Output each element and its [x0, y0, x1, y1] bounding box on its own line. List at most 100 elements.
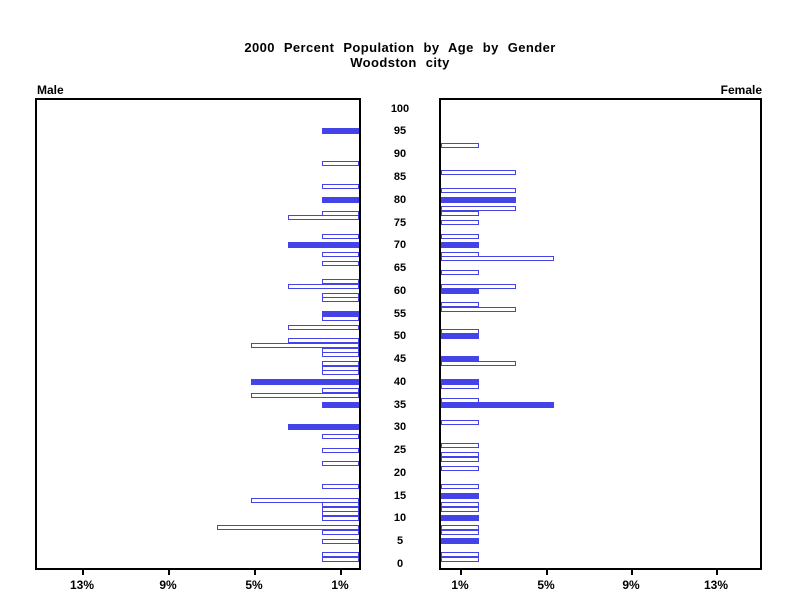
age-label-50: 50	[393, 330, 407, 342]
male-bar-age-95	[322, 128, 359, 134]
male-tick-5	[254, 570, 256, 575]
female-bar-age-26	[441, 443, 479, 448]
male-bar-age-30	[288, 424, 359, 430]
female-bar-age-12	[441, 507, 479, 512]
female-plot-area	[439, 98, 762, 570]
male-bar-age-5	[322, 539, 359, 544]
female-bar-age-92	[441, 143, 479, 148]
male-bar-age-48	[251, 343, 359, 348]
age-label-20: 20	[393, 467, 407, 479]
age-label-75: 75	[393, 217, 407, 229]
age-label-95: 95	[393, 125, 407, 137]
age-label-0: 0	[396, 558, 404, 570]
female-bar-age-50	[441, 333, 479, 339]
male-bar-age-40	[251, 379, 359, 385]
female-bar-age-56	[441, 307, 516, 312]
female-bar-age-77	[441, 211, 479, 216]
male-bar-age-17	[322, 484, 359, 489]
female-tick-label-9: 9%	[622, 578, 640, 592]
male-tick-label-13: 13%	[69, 578, 95, 592]
age-label-55: 55	[393, 308, 407, 320]
age-label-70: 70	[393, 239, 407, 251]
male-bar-age-66	[322, 261, 359, 266]
female-bar-age-82	[441, 188, 516, 193]
male-bar-age-37	[251, 393, 359, 398]
male-bar-age-8	[217, 525, 359, 530]
male-bar-age-52	[288, 325, 359, 330]
male-bar-age-10	[322, 516, 359, 521]
age-label-85: 85	[393, 171, 407, 183]
female-bar-age-60	[441, 288, 479, 294]
age-label-45: 45	[393, 353, 407, 365]
male-bar-age-44	[322, 361, 359, 366]
male-tick-label-1: 1%	[331, 578, 349, 592]
female-bar-age-57	[441, 302, 479, 307]
age-label-80: 80	[393, 194, 407, 206]
male-bar-age-11	[322, 511, 359, 516]
male-tick-13	[82, 570, 84, 575]
male-bar-age-28	[322, 434, 359, 439]
male-bar-age-70	[288, 242, 359, 248]
male-bar-age-7	[322, 530, 359, 535]
female-bar-age-5	[441, 538, 479, 544]
age-label-100: 100	[390, 103, 410, 115]
male-bar-age-46	[322, 352, 359, 357]
female-bar-age-70	[441, 242, 479, 248]
female-tick-label-1: 1%	[451, 578, 469, 592]
male-bar-age-25	[322, 448, 359, 453]
female-bar-age-24	[441, 452, 479, 457]
male-bar-age-42	[322, 370, 359, 375]
male-tick-label-9: 9%	[159, 578, 177, 592]
female-bar-age-78	[441, 206, 516, 211]
male-bar-age-83	[322, 184, 359, 189]
male-bar-age-54	[322, 316, 359, 321]
male-bar-age-58	[322, 297, 359, 302]
female-bar-age-80	[441, 197, 516, 203]
male-bar-age-49	[288, 338, 359, 343]
male-bar-age-13	[322, 502, 359, 507]
female-tick-5	[546, 570, 548, 575]
female-tick-1	[460, 570, 462, 575]
age-label-35: 35	[393, 399, 407, 411]
female-bar-age-23	[441, 457, 479, 462]
age-label-30: 30	[393, 421, 407, 433]
female-bar-age-21	[441, 466, 479, 471]
female-bar-age-64	[441, 270, 479, 275]
male-bar-age-22	[322, 461, 359, 466]
female-bar-age-72	[441, 234, 479, 239]
male-plot-area	[35, 98, 361, 570]
female-bar-age-17	[441, 484, 479, 489]
female-bar-age-75	[441, 220, 479, 225]
age-label-10: 10	[393, 512, 407, 524]
male-bar-age-88	[322, 161, 359, 166]
male-bar-age-38	[322, 388, 359, 393]
female-bar-age-7	[441, 530, 479, 535]
female-bar-age-10	[441, 515, 479, 521]
female-tick-label-5: 5%	[537, 578, 555, 592]
female-bar-age-15	[441, 493, 479, 499]
female-bar-age-39	[441, 384, 479, 389]
female-bar-age-86	[441, 170, 516, 175]
age-label-65: 65	[393, 262, 407, 274]
male-bar-age-68	[322, 252, 359, 257]
female-panel-label: Female	[720, 83, 762, 97]
male-bar-age-80	[322, 197, 359, 203]
female-tick-13	[716, 570, 718, 575]
age-label-15: 15	[393, 490, 407, 502]
age-label-90: 90	[393, 148, 407, 160]
age-label-25: 25	[393, 444, 407, 456]
male-bar-age-62	[322, 279, 359, 284]
age-label-5: 5	[396, 535, 404, 547]
male-bar-age-14	[251, 498, 359, 503]
male-tick-1	[340, 570, 342, 575]
female-bar-age-1	[441, 557, 479, 562]
male-tick-9	[168, 570, 170, 575]
male-tick-label-5: 5%	[245, 578, 263, 592]
female-bar-age-44	[441, 361, 516, 366]
male-bar-age-35	[322, 402, 359, 408]
female-bar-age-35	[441, 402, 554, 408]
male-bar-age-1	[322, 557, 359, 562]
female-bar-age-31	[441, 420, 479, 425]
age-label-60: 60	[393, 285, 407, 297]
